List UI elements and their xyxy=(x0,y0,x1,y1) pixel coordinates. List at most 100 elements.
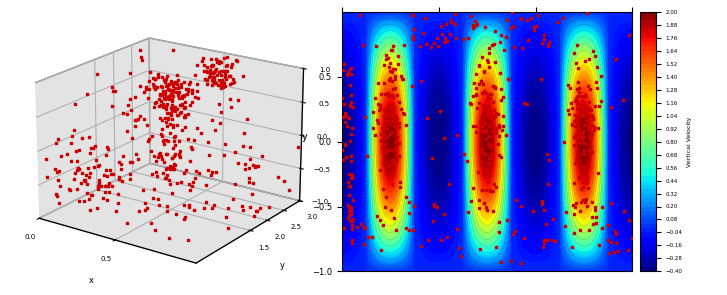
Point xyxy=(579,148,590,153)
Point xyxy=(484,189,496,194)
Point xyxy=(587,199,598,204)
Point xyxy=(387,79,398,83)
Point xyxy=(379,63,390,67)
Point xyxy=(467,124,479,128)
Point xyxy=(429,204,441,209)
Point xyxy=(467,93,478,98)
Point xyxy=(482,98,494,103)
Point xyxy=(382,94,394,99)
Point xyxy=(582,10,593,15)
Point xyxy=(389,105,401,109)
Point xyxy=(580,107,592,112)
Point xyxy=(438,212,449,217)
Point xyxy=(528,28,539,32)
Point xyxy=(382,127,393,131)
Point xyxy=(495,155,507,160)
Point xyxy=(467,186,478,191)
Point xyxy=(626,236,638,241)
Point xyxy=(612,249,624,253)
Point xyxy=(495,86,507,91)
Point xyxy=(611,241,622,246)
Point xyxy=(585,133,596,138)
Point xyxy=(507,231,519,236)
Point xyxy=(453,245,465,250)
Point xyxy=(384,76,395,81)
Point xyxy=(538,32,550,37)
Point xyxy=(566,245,577,250)
Point xyxy=(403,210,414,215)
Point xyxy=(596,205,608,210)
Point xyxy=(495,33,507,37)
Point xyxy=(338,226,350,231)
Point xyxy=(610,57,622,62)
Point xyxy=(576,132,587,137)
Point xyxy=(477,81,489,86)
Point xyxy=(568,202,579,207)
Point xyxy=(482,103,494,107)
Point xyxy=(499,133,511,138)
Point xyxy=(581,118,593,123)
Point xyxy=(583,100,595,104)
Point xyxy=(573,86,585,90)
Point xyxy=(344,139,356,143)
Point xyxy=(377,222,389,227)
Point xyxy=(473,100,485,105)
Point xyxy=(580,196,592,201)
Point xyxy=(474,247,486,251)
Point xyxy=(359,226,371,230)
Point xyxy=(373,107,385,112)
Point xyxy=(387,86,399,91)
Point xyxy=(585,86,596,91)
Point xyxy=(438,135,449,140)
Point xyxy=(510,197,522,202)
Point xyxy=(508,45,520,50)
Point xyxy=(470,93,481,98)
Point xyxy=(441,22,452,27)
Point xyxy=(344,172,356,176)
Point xyxy=(506,10,518,15)
Point xyxy=(425,45,437,49)
Point xyxy=(501,17,513,22)
Point xyxy=(539,36,550,41)
Point xyxy=(342,179,354,184)
Point xyxy=(372,121,384,126)
Point xyxy=(572,102,584,107)
Point xyxy=(487,116,499,121)
Point xyxy=(451,227,463,231)
Point xyxy=(563,112,575,116)
Point xyxy=(394,179,406,184)
Point xyxy=(414,44,426,49)
Point xyxy=(446,20,457,24)
Point xyxy=(370,44,382,48)
Point xyxy=(589,208,601,212)
Point xyxy=(486,142,497,147)
Point xyxy=(586,113,598,118)
Point xyxy=(582,124,594,129)
Point xyxy=(470,92,482,96)
Point xyxy=(539,240,550,245)
Point xyxy=(336,96,348,101)
Point xyxy=(395,74,407,79)
Point xyxy=(345,154,357,159)
Point xyxy=(562,82,574,87)
Point xyxy=(340,113,351,118)
Point xyxy=(382,174,394,179)
Point xyxy=(593,243,605,248)
Point xyxy=(560,210,571,214)
Point xyxy=(572,115,584,119)
Point xyxy=(483,144,495,148)
Point xyxy=(573,109,585,114)
Point xyxy=(570,60,582,65)
Point xyxy=(579,122,590,127)
Point xyxy=(462,35,474,40)
Point xyxy=(343,208,355,213)
Point xyxy=(557,16,569,21)
Point xyxy=(505,26,517,30)
Point xyxy=(384,132,395,136)
Point xyxy=(391,93,403,98)
Point xyxy=(378,106,390,111)
Point xyxy=(419,16,431,20)
Point xyxy=(497,94,509,99)
Point xyxy=(487,189,499,194)
Point xyxy=(583,228,595,233)
